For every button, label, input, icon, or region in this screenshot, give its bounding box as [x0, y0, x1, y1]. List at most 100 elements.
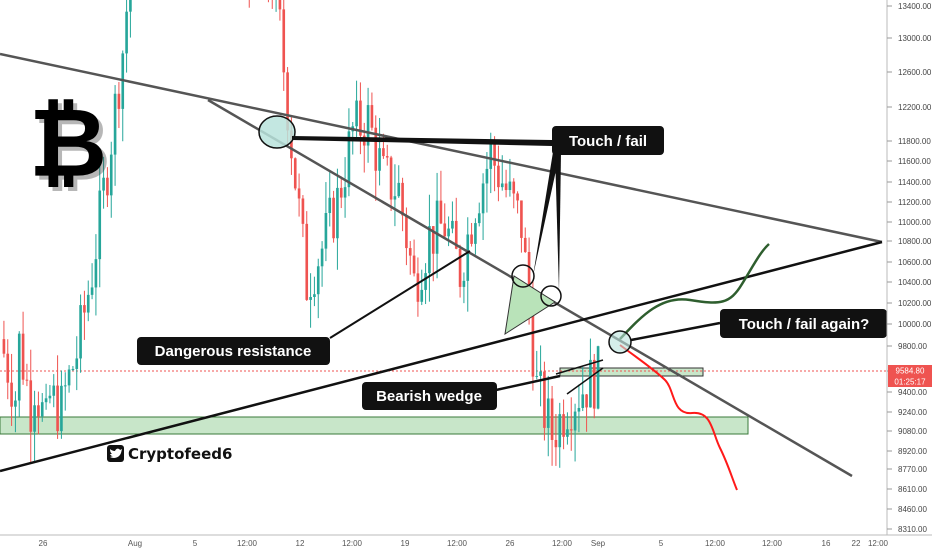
callout-bearish-wedge: Bearish wedge	[376, 388, 482, 405]
candle-body	[286, 72, 289, 131]
candle-body	[378, 148, 381, 171]
candle-body	[508, 181, 512, 191]
wedge-triangle	[504, 275, 556, 336]
candle-body	[431, 226, 435, 254]
candle-body	[71, 368, 75, 370]
candle-body	[301, 198, 305, 224]
support-zone	[0, 416, 749, 435]
candle-body	[416, 273, 420, 302]
x-tick-label: 12:00	[237, 539, 258, 548]
candle-body	[504, 183, 508, 191]
candle-body	[539, 371, 542, 376]
candle-body	[569, 429, 573, 431]
y-axis-panel[interactable]	[887, 0, 932, 550]
candle-body	[106, 177, 109, 196]
x-tick-label: 22	[852, 539, 861, 548]
candle-body	[470, 234, 473, 244]
touch-circle-2	[511, 264, 535, 288]
candle-body	[56, 385, 59, 432]
callout-touch-fail-box	[552, 126, 664, 155]
candle-body	[474, 223, 477, 244]
small-zone	[559, 367, 704, 377]
bullish-path	[619, 243, 770, 340]
candle-body	[566, 429, 569, 437]
candle-body	[10, 382, 13, 407]
y-tick-label: 13400.00	[898, 2, 932, 11]
candle-body	[332, 197, 335, 239]
candle-body	[40, 402, 44, 417]
callout-pointer-4	[630, 321, 721, 342]
y-tick-label: 11800.00	[898, 137, 931, 146]
candle-body	[297, 188, 301, 199]
x-tick-label: 19	[401, 539, 410, 548]
bearish-path	[619, 344, 738, 491]
candle-body	[573, 411, 577, 431]
bitcoin-logo: ₿ ₿	[29, 87, 111, 203]
y-tick-label: 13000.00	[898, 34, 932, 43]
callout-bearish-wedge-box	[362, 382, 497, 410]
candle-body	[98, 190, 102, 260]
svg-text:₿: ₿	[33, 91, 111, 203]
candle-body	[408, 248, 412, 256]
y-tick-label: 8770.00	[898, 465, 927, 474]
candle-body	[512, 181, 516, 194]
y-tick-label: 10800.00	[898, 237, 932, 246]
x-tick-label: Sep	[591, 539, 606, 548]
candle-body	[500, 183, 504, 188]
twitter-watermark: Cryptofeed6	[107, 445, 232, 463]
y-tick-label: 8920.00	[898, 447, 927, 456]
candle-body	[516, 193, 519, 201]
touch-circle-4	[608, 330, 632, 354]
candle-body	[113, 93, 117, 155]
svg-text:₿: ₿	[29, 87, 107, 199]
x-tick-label: 12:00	[552, 539, 573, 548]
x-tick-label: 12:00	[705, 539, 726, 548]
callout-touch-fail-again: Touch / fail again?	[739, 316, 870, 333]
candle-body	[117, 93, 121, 109]
y-axis-ticks: 13400.00 13000.00 12600.00 12200.00 11800.00…	[887, 2, 932, 534]
candle-body	[562, 414, 565, 437]
y-tick-label: 9800.00	[898, 342, 927, 351]
candle-body	[305, 223, 309, 300]
x-axis-panel[interactable]	[0, 535, 932, 550]
x-tick-label: 12:00	[868, 539, 889, 548]
candle-body	[102, 177, 105, 191]
candle-body	[2, 339, 6, 354]
candle-body	[393, 196, 397, 200]
candle-body	[17, 333, 21, 401]
candle-body	[293, 158, 297, 189]
candle-body	[554, 439, 558, 448]
candle-body	[401, 182, 404, 216]
candle-body	[585, 394, 588, 408]
x-tick-label: 16	[822, 539, 831, 548]
candle-body	[577, 407, 581, 412]
candle-body	[320, 248, 324, 267]
callout-dangerous-resistance: Dangerous resistance	[155, 343, 312, 360]
y-tick-label: 10600.00	[898, 258, 932, 267]
candle-body	[86, 294, 90, 313]
candle-body	[90, 287, 94, 295]
candle-body	[535, 375, 539, 377]
candle-body	[25, 379, 29, 381]
candle-body	[290, 130, 293, 159]
x-tick-label: 5	[659, 539, 664, 548]
candle-body	[79, 305, 82, 359]
callout-pointer-2	[533, 152, 560, 276]
candle-body	[382, 148, 385, 157]
candle-series	[2, 0, 600, 468]
candle-body	[83, 305, 86, 313]
last-price-tag: 9584.80	[896, 367, 925, 376]
x-tick-label: Aug	[128, 539, 142, 548]
candle-body	[328, 197, 332, 214]
candle-body	[67, 369, 71, 386]
candle-body	[397, 182, 401, 197]
candle-body	[543, 371, 546, 428]
candle-body	[520, 200, 523, 238]
candle-body	[336, 187, 339, 239]
y-tick-label: 9080.00	[898, 427, 927, 436]
candle-body	[316, 266, 320, 295]
y-tick-label: 10000.00	[898, 320, 932, 329]
y-tick-label: 8460.00	[898, 505, 927, 514]
upper-trendline	[0, 52, 883, 244]
